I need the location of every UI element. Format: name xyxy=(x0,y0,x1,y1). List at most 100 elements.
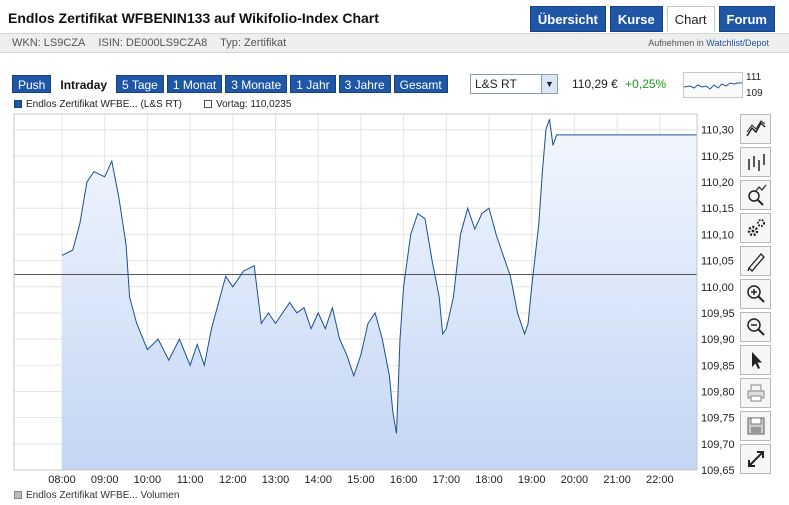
x-tick-label: 17:00 xyxy=(433,474,461,486)
isin-label: ISIN: DE000LS9CZA8 xyxy=(98,37,208,49)
page-title: Endlos Zertifikat WFBENIN133 auf Wikifol… xyxy=(8,10,379,26)
y-tick-label: 109,85 xyxy=(701,360,735,372)
x-tick-label: 10:00 xyxy=(134,474,162,486)
x-tick-label: 16:00 xyxy=(390,474,418,486)
period-1-jahr-button[interactable]: 1 Jahr xyxy=(290,75,336,93)
tab-chart[interactable]: Chart xyxy=(666,6,715,32)
watchlist-add: Aufnehmen in Watchlist/Depot xyxy=(648,38,769,48)
tab-uebersicht[interactable]: Übersicht xyxy=(529,6,606,32)
period-5-tage-button[interactable]: 5 Tage xyxy=(116,75,164,93)
y-tick-label: 109,95 xyxy=(701,308,735,320)
y-tick-label: 110,00 xyxy=(701,282,734,294)
sparkline-chart[interactable] xyxy=(683,72,743,98)
price-chart[interactable]: 110,30 110,25 110,20 110,15 110,10 110,05 110,… xyxy=(0,110,740,490)
line-chart-button[interactable] xyxy=(740,114,771,144)
y-axis: 110,30 110,25 110,20 110,15 110,10 110,05 110,… xyxy=(701,125,735,477)
x-tick-label: 09:00 xyxy=(91,474,119,486)
security-info-bar: WKN: LS9CZA ISIN: DE000LS9CZA8 Typ: Zert… xyxy=(0,33,789,53)
sparkline-high: 111 xyxy=(746,72,762,83)
zoom-in-icon xyxy=(746,285,765,303)
y-tick-label: 110,15 xyxy=(701,203,734,215)
plot-frame xyxy=(13,113,698,471)
tab-forum[interactable]: Forum xyxy=(718,6,775,32)
save-icon xyxy=(746,417,765,435)
exchange-select-value: L&S RT xyxy=(475,77,517,91)
x-tick-label: 08:00 xyxy=(48,474,76,486)
period-selector: Push Intraday 5 Tage 1 Monat 3 Monate 1 … xyxy=(12,75,448,93)
settings-gears-icon xyxy=(747,219,765,237)
x-tick-label: 12:00 xyxy=(219,474,247,486)
fullscreen-icon xyxy=(747,451,764,467)
type-label: Typ: Zertifikat xyxy=(220,37,287,49)
y-tick-label: 109,70 xyxy=(701,439,735,451)
chart-toolbar xyxy=(740,114,771,477)
x-tick-label: 18:00 xyxy=(475,474,503,486)
y-tick-label: 109,65 xyxy=(701,465,735,477)
watchlist-link[interactable]: Watchlist/Depot xyxy=(706,38,769,48)
volume-legend: Endlos Zertifikat WFBE... Volumen xyxy=(14,490,179,501)
ohlc-chart-button[interactable] xyxy=(740,147,771,177)
zoom-in-button[interactable] xyxy=(740,279,771,309)
print-button[interactable] xyxy=(740,378,771,408)
y-tick-label: 110,10 xyxy=(701,229,734,241)
price-area xyxy=(62,119,697,470)
chevron-down-icon: ▼ xyxy=(541,75,557,93)
x-tick-label: 14:00 xyxy=(304,474,332,486)
x-tick-label: 15:00 xyxy=(347,474,375,486)
price-line xyxy=(61,119,697,434)
period-intraday-button[interactable]: Intraday xyxy=(54,75,114,93)
indicator-zoom-button[interactable] xyxy=(740,180,771,210)
volume-legend-label: Endlos Zertifikat WFBE... Volumen xyxy=(26,490,180,501)
legend-main-swatch xyxy=(14,100,22,108)
security-identifiers: WKN: LS9CZA ISIN: DE000LS9CZA8 Typ: Zert… xyxy=(12,37,296,49)
sparkline-low: 109 xyxy=(746,88,763,99)
quote-price: 110,29 € xyxy=(572,77,618,91)
ohlc-chart-icon xyxy=(747,154,765,171)
period-3-jahre-button[interactable]: 3 Jahre xyxy=(338,75,391,93)
legend-main: Endlos Zertifikat WFBE... (L&S RT) xyxy=(14,99,182,110)
draw-button[interactable] xyxy=(740,246,771,276)
settings-button[interactable] xyxy=(740,213,771,243)
x-tick-label: 20:00 xyxy=(561,474,589,486)
sparkline-icon xyxy=(683,82,742,90)
x-axis: 08:00 09:00 10:00 11:00 12:00 13:00 14:00 15:00… xyxy=(48,474,673,486)
save-button[interactable] xyxy=(740,411,771,441)
line-chart-icon xyxy=(745,120,766,137)
y-tick-label: 109,75 xyxy=(701,413,735,425)
current-quote: 110,29 € +0,25% xyxy=(572,77,666,91)
x-tick-label: 19:00 xyxy=(518,474,546,486)
wkn-label: WKN: LS9CZA xyxy=(12,37,86,49)
chart-legend: Endlos Zertifikat WFBE... (L&S RT) Vorta… xyxy=(14,99,291,110)
period-3-monate-button[interactable]: 3 Monate xyxy=(225,75,288,93)
legend-previous-swatch xyxy=(203,100,212,108)
pointer-icon xyxy=(751,352,762,369)
tab-kurse[interactable]: Kurse xyxy=(609,6,663,32)
x-tick-label: 21:00 xyxy=(603,474,631,486)
x-tick-label: 13:00 xyxy=(262,474,290,486)
zoom-out-button[interactable] xyxy=(740,312,771,342)
y-tick-label: 110,05 xyxy=(701,256,734,268)
legend-main-label: Endlos Zertifikat WFBE... (L&S RT) xyxy=(26,99,182,110)
legend-previous-label: Vortag: 110,0235 xyxy=(215,99,292,110)
period-gesamt-button[interactable]: Gesamt xyxy=(393,75,448,93)
draw-pen-icon xyxy=(746,253,765,272)
print-icon xyxy=(746,384,765,402)
pointer-button[interactable] xyxy=(740,345,771,375)
indicator-zoom-icon xyxy=(747,184,766,206)
watchlist-prefix: Aufnehmen in xyxy=(648,38,704,48)
y-tick-label: 109,90 xyxy=(701,334,735,346)
fullscreen-button[interactable] xyxy=(740,444,771,474)
x-tick-label: 11:00 xyxy=(177,474,204,486)
period-1-monat-button[interactable]: 1 Monat xyxy=(166,75,223,93)
quote-change: +0,25% xyxy=(625,77,667,91)
exchange-select[interactable]: L&S RT ▼ xyxy=(470,74,558,94)
x-tick-label: 22:00 xyxy=(646,474,674,486)
y-tick-label: 110,30 xyxy=(701,125,734,137)
zoom-out-icon xyxy=(746,318,765,336)
volume-legend-swatch xyxy=(14,491,22,499)
legend-previous: Vortag: 110,0235 xyxy=(203,99,292,110)
period-push-button[interactable]: Push xyxy=(12,75,52,93)
y-tick-label: 110,25 xyxy=(701,151,734,163)
section-tabs: Übersicht Kurse Chart Forum xyxy=(529,6,775,32)
y-tick-label: 110,20 xyxy=(701,177,734,189)
